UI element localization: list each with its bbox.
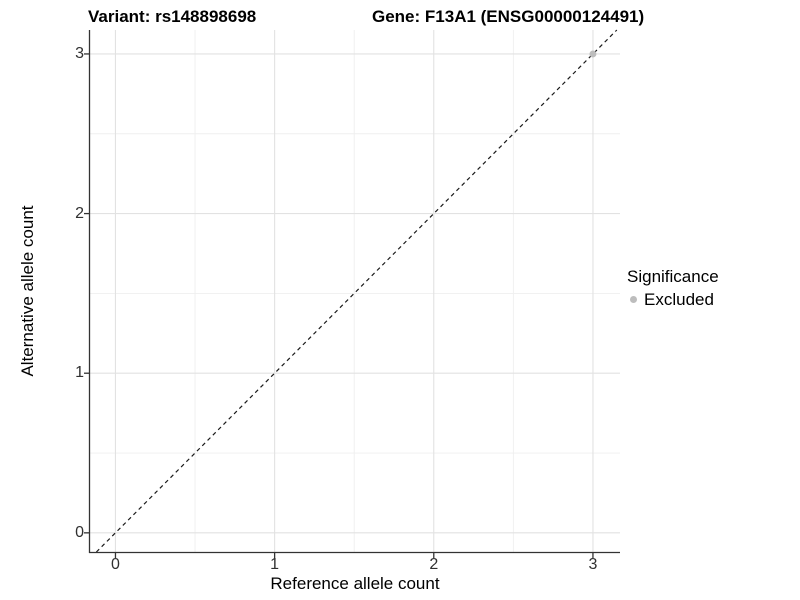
y-tick-label-2: 2 <box>75 204 84 222</box>
legend-title: Significance <box>627 267 719 286</box>
legend-item-label: Excluded <box>644 290 714 309</box>
y-tick-label-1: 1 <box>75 364 84 382</box>
excluded-point-icon <box>630 296 637 303</box>
x-tick-label-0: 0 <box>111 556 120 573</box>
y-tick-label-0: 0 <box>75 523 84 541</box>
legend: Significance Excluded <box>627 266 719 310</box>
plot-panel <box>90 30 620 552</box>
y-axis-label: Alternative allele count <box>18 205 37 377</box>
y-tick-label-3: 3 <box>75 44 84 62</box>
legend-item-excluded: Excluded <box>627 289 719 310</box>
x-tick-label-1: 1 <box>270 556 280 573</box>
x-tick-label-2: 2 <box>429 556 439 573</box>
plot-title-gene: Gene: F13A1 (ENSG00000124491) <box>372 7 645 26</box>
plot-title-variant: Variant: rs148898698 <box>88 7 257 26</box>
x-axis-label: Reference allele count <box>270 574 440 593</box>
x-tick-label-3: 3 <box>588 556 598 573</box>
